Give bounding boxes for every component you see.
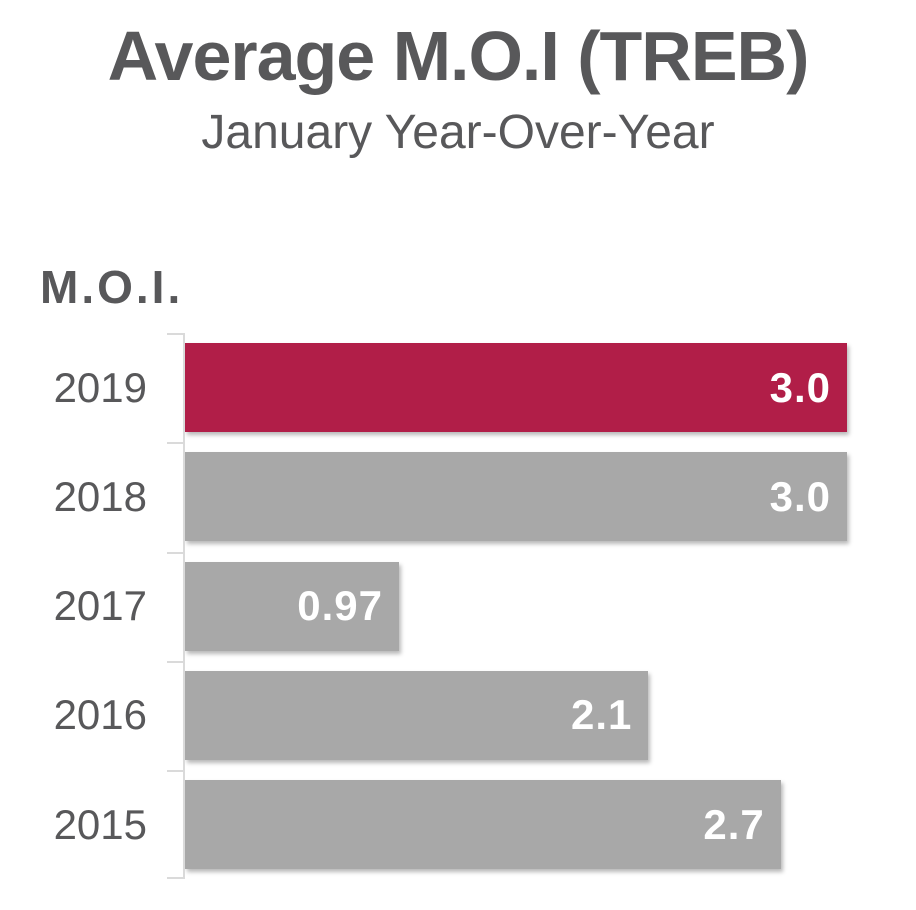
chart-row: 2018 3.0 [0, 442, 916, 551]
axis-tick [167, 660, 184, 663]
category-label: 2019 [53, 363, 147, 411]
chart-rows: 2019 3.0 2018 3.0 2017 0.97 2016 2.1 2015 2.7 [0, 333, 916, 879]
bar-value-label: 2.1 [571, 691, 633, 739]
bar-track: 3.0 [185, 452, 847, 542]
axis-tick [167, 769, 184, 772]
chart-row: 2015 2.7 [0, 770, 916, 879]
bar: 3.0 [185, 452, 847, 542]
bar-track: 0.97 [185, 561, 847, 651]
chart-subtitle: January Year-Over-Year [201, 106, 715, 159]
bar-value-label: 0.97 [297, 582, 384, 630]
axis-tick [167, 333, 184, 336]
bar: 0.97 [185, 561, 400, 651]
bar: 3.0 [185, 343, 847, 433]
bar-chart: 2019 3.0 2018 3.0 2017 0.97 2016 2.1 2015 2.7 [0, 333, 916, 880]
bar-value-label: 2.7 [703, 800, 765, 848]
axis-tick [167, 442, 184, 445]
axis-tick [167, 877, 184, 880]
y-axis-line [183, 333, 185, 880]
category-label: 2018 [53, 472, 147, 520]
category-label: 2016 [53, 691, 147, 739]
bar-track: 2.1 [185, 670, 847, 760]
bar: 2.7 [185, 780, 781, 870]
bar-value-label: 3.0 [769, 363, 831, 411]
chart-title: Average M.O.I (TREB) [107, 17, 810, 95]
chart-row: 2016 2.1 [0, 661, 916, 770]
bar: 2.1 [185, 670, 649, 760]
bar-value-label: 3.0 [769, 472, 831, 520]
axis-tick [167, 551, 184, 554]
category-label: 2017 [53, 582, 147, 630]
y-axis-label: M.O.I. [40, 260, 184, 313]
bar-track: 3.0 [185, 343, 847, 433]
chart-row: 2019 3.0 [0, 333, 916, 442]
category-label: 2015 [53, 800, 147, 848]
chart-row: 2017 0.97 [0, 552, 916, 661]
bar-track: 2.7 [185, 780, 847, 870]
